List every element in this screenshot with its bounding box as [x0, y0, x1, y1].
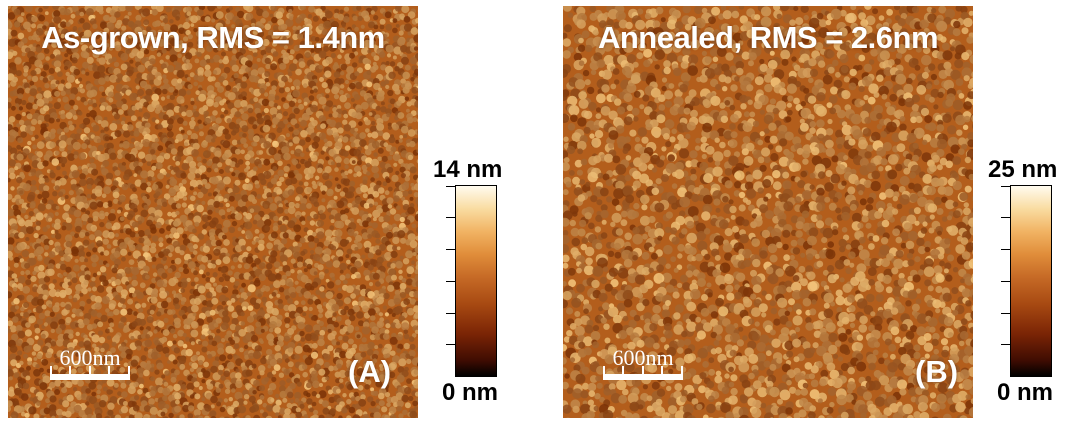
- colorbar-min-label: 0 nm: [442, 379, 499, 406]
- scale-bar-label: 600nm: [59, 345, 121, 370]
- panel-letter: (A): [348, 354, 392, 389]
- afm-image-annealed: Annealed, RMS = 2.6nm 600nm (B): [563, 6, 973, 418]
- colorbar-max-label: 14 nm: [433, 156, 503, 183]
- colorbar-max-label: 25 nm: [988, 156, 1058, 183]
- colorbar-min-label: 0 nm: [997, 379, 1054, 406]
- scale-bar: 600nm: [603, 346, 683, 380]
- afm-surface-texture: [563, 6, 973, 418]
- height-colorbar: [446, 185, 497, 377]
- panel-title: As-grown, RMS = 1.4nm: [41, 20, 385, 55]
- scale-bar-ruler: [603, 366, 683, 380]
- afm-image-as-grown: As-grown, RMS = 1.4nm 600nm (A): [8, 6, 418, 418]
- scale-bar-label: 600nm: [612, 345, 674, 370]
- height-colorbar: [1001, 185, 1052, 377]
- scale-bar-ruler: [50, 366, 130, 380]
- scale-bar: 600nm: [50, 346, 130, 380]
- panel-letter: (B): [915, 354, 959, 389]
- panel-title: Annealed, RMS = 2.6nm: [597, 20, 939, 55]
